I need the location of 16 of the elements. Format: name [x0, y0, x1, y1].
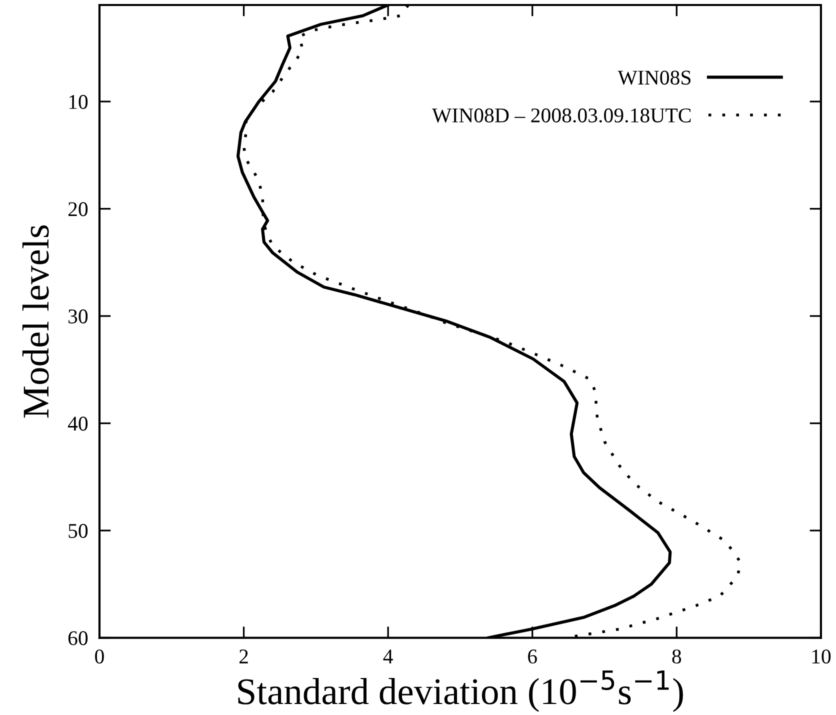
- y-tick-label: 60: [68, 631, 88, 646]
- y-tick-label: 30: [68, 309, 88, 324]
- y-tick-label: 50: [68, 524, 88, 538]
- x-tick-label: 2: [239, 650, 248, 664]
- x-tick-label: 10: [812, 649, 831, 664]
- legend-label: WIN08S: [618, 70, 690, 85]
- x-tick-label: 0: [95, 649, 104, 664]
- legend-label: WIN08D – 2008.03.09.18UTC: [432, 108, 691, 123]
- x-tick-label: 8: [672, 649, 682, 664]
- x-tick-label: 6: [528, 650, 537, 664]
- y-axis-title: Model levels: [22, 225, 49, 418]
- x-tick-label: 4: [383, 650, 393, 664]
- y-tick-label: 40: [68, 416, 88, 431]
- x-axis-title: Standard deviation (10$^{−5}$s$^{−1}$): [238, 670, 683, 712]
- y-tick-label: 20: [68, 202, 88, 216]
- y-tick-label: 10: [69, 94, 88, 109]
